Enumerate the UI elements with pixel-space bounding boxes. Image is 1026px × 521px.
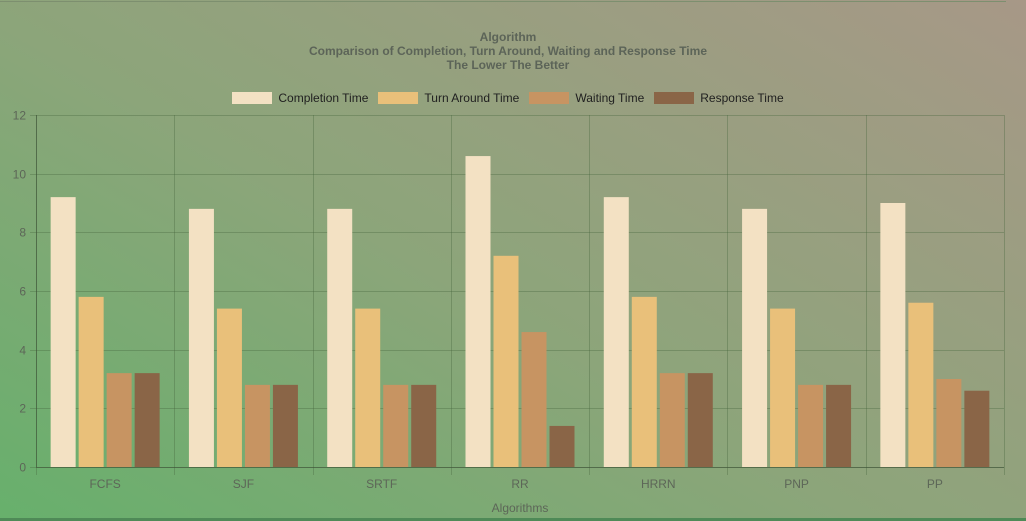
legend-item[interactable]: Turn Around Time — [378, 91, 519, 105]
legend-label: Completion Time — [278, 91, 369, 105]
bar-pnp-response-time — [826, 384, 852, 467]
bar-rr-response-time — [549, 425, 575, 467]
bar-hrrn-response-time — [687, 373, 713, 467]
chart-subtitle-2: The Lower The Better — [446, 58, 570, 72]
bar-sjf-waiting-time — [244, 384, 270, 467]
x-tick-label: SJF — [233, 477, 254, 491]
y-tick-label: 8 — [19, 226, 26, 240]
chart-subtitle: Comparison of Completion, Turn Around, W… — [308, 44, 707, 58]
x-tick-label: HRRN — [641, 477, 676, 491]
legend-swatch — [232, 92, 273, 104]
x-tick-label: PNP — [784, 477, 809, 491]
y-tick-label: 12 — [13, 109, 27, 123]
bar-fcfs-turn-around-time — [78, 296, 104, 467]
legend-label: Waiting Time — [575, 91, 645, 105]
bar-sjf-turn-around-time — [216, 308, 242, 467]
x-axis-title: Algorithms — [492, 501, 549, 515]
bar-srtf-response-time — [411, 384, 437, 467]
bar-hrrn-turn-around-time — [631, 296, 657, 467]
legend-label: Response Time — [700, 91, 784, 105]
legend-swatch — [529, 92, 570, 104]
y-tick-label: 2 — [19, 402, 26, 416]
bar-hrrn-waiting-time — [659, 373, 685, 467]
legend-item[interactable]: Completion Time — [232, 91, 368, 105]
bar-pp-response-time — [964, 390, 990, 467]
bar-srtf-waiting-time — [383, 384, 409, 467]
top-divider — [0, 1, 1006, 2]
bar-pp-waiting-time — [936, 379, 962, 467]
bar-srtf-completion-time — [327, 208, 353, 467]
x-tick-label: SRTF — [366, 477, 397, 491]
bar-pnp-turn-around-time — [770, 308, 796, 467]
bars — [50, 156, 990, 468]
bar-rr-turn-around-time — [493, 255, 519, 467]
y-tick-label: 6 — [19, 285, 26, 299]
bar-pnp-waiting-time — [798, 384, 824, 467]
legend-item[interactable]: Response Time — [654, 91, 784, 105]
x-tick-label: RR — [511, 477, 529, 491]
bar-rr-waiting-time — [521, 332, 547, 467]
bar-fcfs-completion-time — [50, 197, 76, 467]
x-tick-label: PP — [927, 477, 943, 491]
legend-swatch — [378, 92, 419, 104]
bar-rr-completion-time — [465, 156, 491, 468]
bar-srtf-turn-around-time — [355, 308, 381, 467]
axes: 0 2 4 6 8 10 12 FCFS SJF SRTF RR HRRN PNP PP — [13, 109, 1004, 491]
legend-label: Turn Around Time — [424, 91, 520, 105]
chart-title: Algorithm — [479, 30, 537, 44]
bar-hrrn-completion-time — [603, 197, 629, 467]
y-tick-label: 10 — [13, 168, 27, 182]
legend-swatch — [654, 92, 695, 104]
legend-item[interactable]: Waiting Time — [529, 91, 644, 105]
x-tick-label: FCFS — [89, 477, 120, 491]
bar-fcfs-waiting-time — [106, 373, 132, 467]
chart-title-block: Algorithm Comparison of Completion, Turn… — [0, 30, 1016, 72]
bottom-divider — [0, 518, 1026, 521]
bar-pnp-completion-time — [742, 208, 768, 467]
y-tick-label: 4 — [19, 344, 26, 358]
bar-sjf-response-time — [272, 384, 298, 467]
bar-sjf-completion-time — [188, 208, 214, 467]
bar-pp-completion-time — [880, 203, 906, 467]
bar-pp-turn-around-time — [908, 302, 934, 467]
bar-fcfs-response-time — [134, 373, 160, 467]
y-tick-label: 0 — [19, 461, 26, 475]
chart-legend: Completion Time Turn Around Time Waiting T… — [0, 91, 1016, 105]
